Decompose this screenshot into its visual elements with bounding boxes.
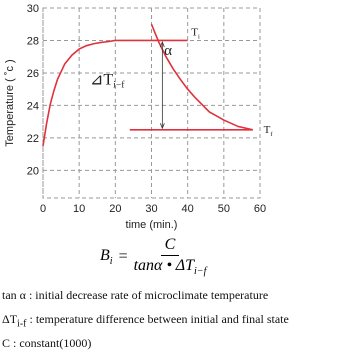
fraction: C tanα • ΔTi−f [134,236,207,277]
annotation-sub: f [270,131,273,138]
tf-label: Tf [264,124,274,138]
y-tick-label: 28 [27,35,39,47]
arrow-head [159,41,165,130]
line [42,39,188,147]
chart: 20 22 24 26 28 30 0 10 20 30 40 50 60 time (min.) Temp… [4,3,274,231]
x-tick-label: 30 [145,203,157,215]
y-tick-label: 26 [27,68,39,80]
x-axis-title: time (min.) [126,219,178,231]
y-tick-label: 20 [27,165,39,177]
y-axis-title: Temperature ( ˚c ) [4,59,16,146]
formula: Bi = C tanα • ΔTi−f [100,236,206,277]
annotation-sub: i−f [113,79,125,90]
x-tick-label: 0 [40,203,46,215]
annotation-sub: i [198,34,200,41]
y-tick-label: 22 [27,133,39,145]
x-tick-label: 60 [254,203,266,215]
numerator: C [160,236,180,256]
definition: ΔTi-f : temperature difference between i… [2,312,289,330]
x-tick-label: 40 [182,203,194,215]
x-tick-label: 20 [109,203,121,215]
x-tick-label: 50 [218,203,230,215]
formula-eq: = [118,247,128,265]
definition: C : constant(1000) [2,336,92,350]
delta-label: ⊿Ti−f [90,71,125,90]
alpha-label: α [164,43,172,59]
ti-label: Ti [191,27,200,41]
definition: tan α : initial decrease rate of microcl… [2,288,269,302]
annotation-text: T [191,27,198,39]
annotation-text: ⊿T [90,71,113,88]
annotation-text: T [264,124,271,136]
formula-b: Bi [100,246,113,267]
annotation-text: α [164,43,172,59]
x-tick-label: 10 [73,203,85,215]
line [150,23,253,131]
y-tick-label: 30 [27,3,39,15]
denominator: tanα • ΔTi−f [133,257,207,278]
y-tick-label: 24 [27,100,39,112]
